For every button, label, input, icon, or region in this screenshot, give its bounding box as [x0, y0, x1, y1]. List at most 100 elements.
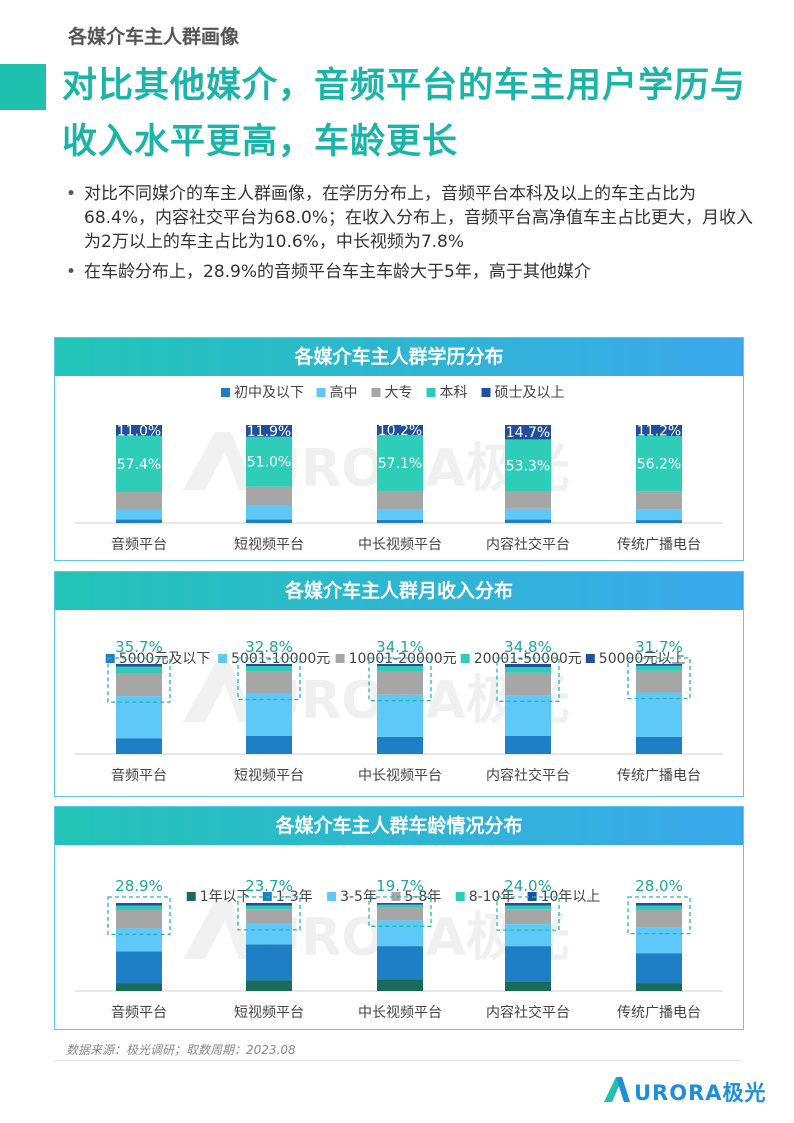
chart-title: 各媒介车主人群车龄情况分布 — [55, 807, 743, 845]
highlight-label: 19.7% — [376, 877, 424, 895]
highlight-label: 23.7% — [245, 877, 293, 895]
bar-segment — [116, 951, 162, 984]
highlight-box — [107, 657, 171, 703]
legend-swatch — [221, 388, 230, 397]
bar-segment — [636, 910, 682, 928]
legend-swatch — [186, 892, 196, 901]
data-label: 53.3% — [506, 459, 550, 475]
category-label: 音频平台 — [111, 1004, 167, 1021]
bar-segment — [246, 693, 292, 736]
bar-stack: 57.1% 10.2% — [377, 423, 423, 523]
highlight-box — [107, 896, 171, 936]
highlight-box — [237, 896, 301, 931]
bar-segment — [505, 664, 551, 668]
legend-swatch — [460, 654, 470, 663]
highlight-box — [496, 896, 560, 931]
data-label: 10.2% — [378, 423, 422, 439]
bar-stack: 32.8% — [237, 638, 301, 754]
car-age-chart-panel: 各媒介车主人群车龄情况分布 URORA极光1年以下1-3年3-5年5-8年8-1… — [54, 806, 744, 1030]
bar-segment — [116, 673, 162, 697]
bar-stack: 23.7% — [237, 877, 301, 991]
legend-swatch — [455, 892, 465, 901]
bar-stack: 19.7% — [368, 877, 432, 991]
income-chart-panel: 各媒介车主人群月收入分布 URORA极光5000元及以下5001-10000元1… — [54, 571, 744, 797]
category-label: 短视频平台 — [234, 537, 304, 553]
bar-segment — [505, 905, 551, 910]
car-age-chart: URORA极光1年以下1-3年3-5年5-8年8-10年10年以上28.9%音频… — [75, 877, 723, 1021]
highlight-box — [496, 657, 560, 702]
bar-segment — [377, 664, 423, 667]
legend-swatch — [335, 654, 345, 663]
bar-stack: 57.4% 11.0% — [116, 423, 162, 523]
bar-segment — [505, 946, 551, 982]
bar-segment — [246, 436, 292, 487]
bar-segment — [116, 425, 162, 436]
bar-stack: 53.3% 14.7% — [505, 425, 551, 523]
legend-swatch — [481, 388, 491, 397]
category-label: 内容社交平台 — [486, 767, 570, 784]
legend-label: 5001-10000元 — [231, 651, 330, 667]
bar-segment — [377, 920, 423, 947]
category-label: 传统广播电台 — [617, 768, 701, 784]
bar-segment — [505, 672, 551, 696]
legend-swatch — [371, 388, 381, 397]
bar-segment — [116, 738, 162, 754]
bar-segment — [116, 696, 162, 739]
legend-label: 大专 — [385, 385, 413, 401]
bar-segment — [636, 665, 682, 671]
legend-label: 1年以下 — [200, 889, 251, 905]
bar-segment — [377, 509, 423, 520]
bar-segment — [377, 903, 423, 905]
bar-segment — [377, 946, 423, 980]
legend-label: 10001-20000元 — [349, 651, 457, 667]
bar-segment — [636, 670, 682, 693]
income-chart: URORA极光5000元及以下5001-10000元10001-20000元20… — [75, 638, 723, 784]
bar-segment — [116, 903, 162, 906]
bar-segment — [636, 905, 682, 911]
category-label: 中长视频平台 — [358, 1005, 442, 1021]
bar-segment — [377, 490, 423, 510]
highlight-box — [627, 896, 691, 935]
legend-label: 20001-50000元 — [474, 651, 582, 667]
category-label: 内容社交平台 — [486, 536, 570, 553]
data-label: 11.2% — [637, 423, 681, 439]
bar-segment — [116, 435, 162, 493]
bar-segment — [636, 425, 682, 436]
aurora-logo: URORA极光 — [602, 1074, 778, 1108]
aurora-logo-icon — [604, 1077, 630, 1102]
legend-label: 8-10年 — [469, 889, 515, 905]
bar-stack: 51.0% 11.9% — [246, 424, 292, 523]
bar-segment — [377, 907, 423, 921]
watermark-logo-icon — [183, 432, 255, 490]
category-label: 传统广播电台 — [617, 537, 701, 553]
bar-segment — [246, 505, 292, 520]
bar-segment — [505, 439, 551, 492]
legend-swatch — [316, 388, 326, 397]
bar-segment — [505, 736, 551, 754]
education-chart: URORA极光初中及以下高中大专本科硕士及以上57.4%11.0%音频平台51.… — [75, 384, 723, 553]
data-label: 14.7% — [506, 425, 550, 441]
bar-segment — [636, 736, 682, 754]
data-label: 11.9% — [247, 424, 291, 440]
bar-segment — [246, 980, 292, 991]
watermark-logo-icon — [183, 901, 255, 959]
legend-label: 初中及以下 — [234, 384, 304, 401]
bar-segment — [505, 924, 551, 947]
bar-stack: 56.2% 11.2% — [636, 423, 682, 523]
bar-segment — [505, 903, 551, 906]
data-label: 11.0% — [117, 423, 161, 439]
bar-segment — [116, 519, 162, 523]
bullet-item: 对比不同媒介的车主人群画像，在学历分布上，音频平台本科及以上的车主占比为68.4… — [64, 182, 754, 254]
data-label: 57.1% — [378, 456, 422, 472]
highlight-label: 32.8% — [245, 638, 293, 656]
bar-segment — [377, 736, 423, 754]
bar-segment — [377, 979, 423, 991]
bar-segment — [505, 519, 551, 523]
legend-label: 10年以上 — [541, 889, 601, 905]
bar-segment — [636, 903, 682, 906]
highlight-box — [237, 657, 301, 701]
category-label: 音频平台 — [111, 767, 167, 784]
highlight-label: 31.7% — [635, 638, 683, 656]
category-label: 音频平台 — [111, 536, 167, 553]
bar-segment — [377, 519, 423, 523]
